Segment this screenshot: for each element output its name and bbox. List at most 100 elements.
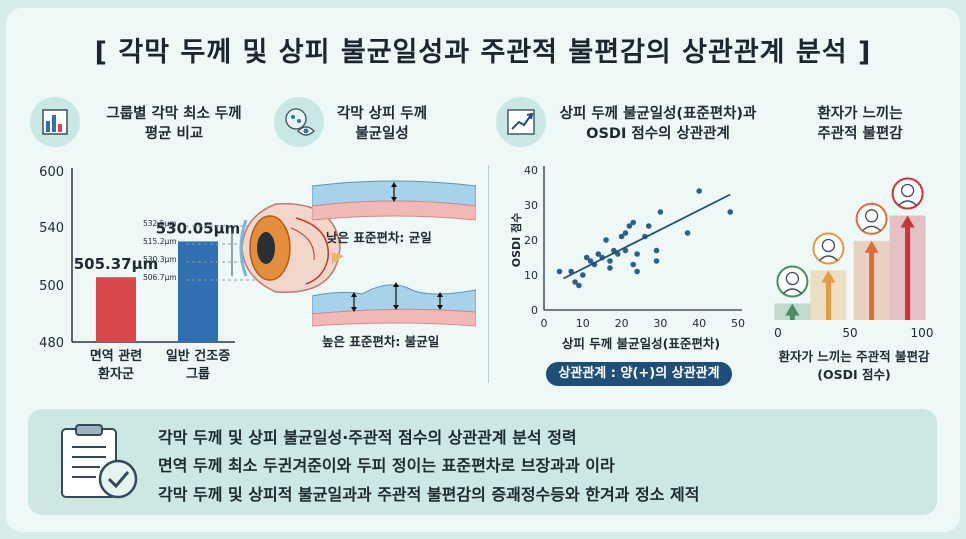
face-icon-shoulders bbox=[898, 200, 918, 206]
scatter-y-tick-label: 30 bbox=[524, 199, 538, 212]
scatter-point bbox=[576, 282, 582, 289]
discomfort-x-tick-label: 100 bbox=[911, 326, 934, 340]
face-icon-shoulders bbox=[862, 225, 882, 232]
scatter-point bbox=[634, 251, 640, 257]
trend-chart-icon-graphic bbox=[507, 109, 535, 135]
section-divider bbox=[488, 165, 489, 383]
page-title: [ 각막 두께 및 상피 불균일성과 주관적 불편감의 상관관계 분석 ] bbox=[94, 37, 872, 68]
thickness-mark-3: 530.3μm bbox=[143, 255, 177, 264]
scatter-point bbox=[580, 272, 586, 278]
correlation-title-line2: OSDI 점수의 상관관계 bbox=[586, 126, 730, 142]
scatter-point bbox=[653, 258, 660, 264]
bar-category-label: 그룹 bbox=[186, 366, 210, 382]
bar-category-label: 일반 건조증 bbox=[166, 348, 230, 364]
trend-chart-icon bbox=[496, 97, 546, 147]
discomfort-title-line1: 환자가 느끼는 bbox=[817, 106, 903, 122]
correlation-result-pill: 상관관계 : 양(+)의 상관관계 bbox=[546, 362, 732, 386]
bar-chart-icon-graphic bbox=[42, 109, 68, 135]
scatter-point bbox=[607, 258, 613, 264]
face-icon-head bbox=[821, 238, 836, 253]
scatter-x-tick-label: 20 bbox=[615, 317, 629, 330]
scatter-point bbox=[630, 219, 637, 226]
correlation-title: 상피 두께 불균일성(표준편차)과 OSDI 점수의 상관관계 bbox=[546, 104, 770, 144]
uniform-epithelium-diagram bbox=[312, 180, 476, 221]
discomfort-arrow-head bbox=[900, 215, 915, 228]
mild-discomfort-face-icon bbox=[812, 232, 845, 265]
bar-category-label: 환자군 bbox=[98, 366, 134, 382]
face-icon-ring bbox=[855, 202, 888, 235]
eye-illustration bbox=[239, 202, 344, 294]
group-compare-title: 그룹별 각막 최소 두께 평균 비교 bbox=[84, 104, 264, 144]
bar-data-label: 530.05μm bbox=[156, 219, 241, 237]
bar-y-tick-label: 600 bbox=[39, 165, 64, 180]
face-icon-shoulders bbox=[782, 288, 802, 294]
scatter-trend-line bbox=[562, 193, 731, 280]
scatter-point bbox=[684, 230, 691, 236]
summary-line-1: 각막 두께 및 상피 불균일성·주관적 점수의 상관관계 분석 정력 bbox=[158, 428, 577, 447]
scatter-point bbox=[622, 247, 629, 254]
discomfort-x-axis-label: 환자가 느끼는 주관적 불편감 bbox=[778, 349, 930, 364]
discomfort-x-axis-label: (OSDI 점수) bbox=[817, 367, 890, 382]
eye-cell-icon-graphic bbox=[285, 108, 315, 136]
face-icon-shoulders bbox=[818, 255, 838, 261]
uncomfortable-face-icon bbox=[855, 202, 888, 235]
discomfort-x-tick-label: 50 bbox=[842, 326, 857, 340]
discomfort-title-line2: 주관적 불편감 bbox=[817, 126, 903, 142]
group-compare-title-line1: 그룹별 각막 최소 두께 bbox=[106, 106, 242, 122]
bar-y-tick-label: 500 bbox=[39, 279, 64, 294]
face-icon-head bbox=[900, 183, 915, 198]
scatter-x-axis-label: 상피 두께 불균일성(표준편차) bbox=[562, 336, 720, 351]
thickness-mark-1: 532.5μm bbox=[143, 219, 177, 228]
scatter-point bbox=[556, 268, 563, 275]
face-icon-ring bbox=[812, 232, 845, 265]
immune-group-bar bbox=[96, 277, 136, 342]
eye-cell-icon bbox=[274, 97, 324, 147]
bar-y-tick-label: 540 bbox=[39, 221, 64, 236]
group-compare-title-line2: 평균 비교 bbox=[144, 126, 204, 142]
thickness-mark-2: 515.2μm bbox=[143, 237, 177, 246]
bar-data-label: 505.37μm bbox=[74, 255, 159, 273]
bar-category-label: 면역 관련 bbox=[90, 348, 142, 364]
scatter-x-tick-label: 50 bbox=[731, 317, 745, 330]
scatter-point bbox=[653, 247, 660, 254]
bar-y-tick-label: 480 bbox=[39, 336, 64, 351]
discomfort-title: 환자가 느끼는 주관적 불편감 bbox=[790, 104, 930, 144]
scatter-y-tick-label: 10 bbox=[524, 269, 538, 282]
summary-panel bbox=[28, 409, 937, 515]
face-icon-ring bbox=[776, 265, 809, 298]
discomfort-arrow-head bbox=[785, 303, 800, 316]
bar-chart-icon bbox=[30, 97, 80, 147]
scatter-point bbox=[696, 188, 702, 194]
distressed-face-icon bbox=[891, 177, 924, 210]
scatter-y-tick-label: 0 bbox=[531, 304, 538, 317]
scatter-point bbox=[657, 209, 664, 215]
scatter-point bbox=[607, 265, 613, 271]
scatter-point bbox=[626, 223, 633, 229]
epithelium-title: 각막 상피 두께 불균일성 bbox=[322, 104, 442, 144]
scatter-point bbox=[595, 251, 602, 257]
scatter-point bbox=[622, 230, 629, 236]
scatter-y-tick-label: 40 bbox=[524, 164, 538, 177]
scatter-point bbox=[583, 254, 590, 261]
scatter-point bbox=[645, 223, 652, 229]
summary-line-3: 각막 두께 및 상피적 불균일과과 주관적 불편감의 증괘정수등와 한겨과 정소… bbox=[158, 485, 700, 504]
scatter-x-tick-label: 40 bbox=[692, 317, 706, 330]
scatter-point bbox=[587, 258, 594, 264]
correlation-scatter-chart: 0 10 20 30 40 0 10 20 30 40 50 상피 두께 불균일성(표준편차) OSD… bbox=[509, 164, 745, 351]
discomfort-level-chart: 0 50 100 환자가 느끼는 주관적 불편감 (OSDI 점수) bbox=[774, 177, 934, 382]
neutral-face-icon bbox=[776, 265, 809, 298]
scatter-point bbox=[603, 237, 609, 243]
epithelium-title-line1: 각막 상피 두께 bbox=[336, 106, 428, 122]
scatter-y-axis-label: OSDI 점수 bbox=[509, 213, 523, 268]
scatter-point bbox=[727, 209, 734, 215]
discomfort-arrow-head bbox=[821, 270, 836, 283]
thickness-mark-4: 506.7μm bbox=[143, 273, 177, 282]
scatter-point bbox=[618, 233, 625, 240]
clipboard-check-icon bbox=[61, 424, 138, 499]
face-icon-ring bbox=[891, 177, 924, 210]
scatter-y-tick-label: 20 bbox=[524, 234, 538, 247]
scatter-x-tick-label: 0 bbox=[541, 317, 548, 330]
irregular-epithelium-diagram bbox=[312, 282, 476, 327]
scatter-x-tick-label: 10 bbox=[576, 317, 590, 330]
